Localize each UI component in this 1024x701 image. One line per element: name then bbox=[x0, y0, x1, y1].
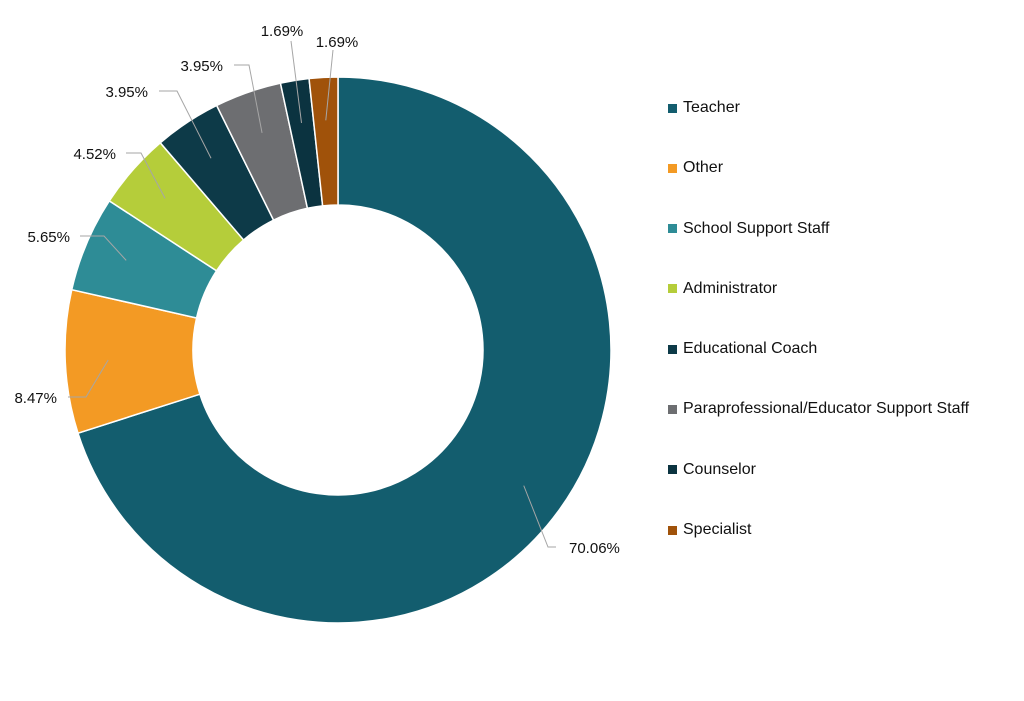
legend-label: Counselor bbox=[683, 460, 756, 478]
leader-line bbox=[290, 40, 303, 123]
legend-swatch bbox=[668, 344, 677, 354]
data-labels: 70.06% 8.47% 5.65% 4.52% 3.95% 3.95% 1.69% 1.69… bbox=[14, 23, 619, 557]
legend-swatch bbox=[668, 103, 677, 113]
donut-slices bbox=[64, 76, 612, 624]
leader-line bbox=[68, 359, 109, 398]
legend-swatch bbox=[668, 163, 677, 173]
legend-swatch bbox=[668, 525, 677, 535]
legend-label: Paraprofessional/Educator Support Staff bbox=[683, 400, 970, 418]
legend-swatch bbox=[668, 404, 677, 414]
leader-line bbox=[159, 90, 212, 159]
data-label: 1.69% bbox=[261, 23, 304, 40]
leader-line bbox=[234, 64, 263, 133]
legend-label: School Support Staff bbox=[683, 219, 830, 237]
data-label: 1.69% bbox=[316, 34, 359, 51]
slice-specialist bbox=[308, 76, 339, 207]
legend: Teacher Other School Support Staff Administ… bbox=[668, 97, 969, 579]
legend-label: Other bbox=[683, 159, 724, 177]
leader-line bbox=[126, 152, 166, 199]
leader-lines bbox=[68, 40, 556, 548]
data-label: 3.95% bbox=[180, 58, 223, 75]
legend-item: Teacher bbox=[668, 97, 969, 119]
legend-label: Administrator bbox=[683, 279, 778, 297]
data-label: 8.47% bbox=[14, 390, 57, 407]
data-label: 5.65% bbox=[27, 229, 70, 246]
leader-line bbox=[523, 485, 556, 548]
legend-item: Paraprofessional/Educator Support Staff bbox=[668, 398, 969, 420]
legend-item: Specialist bbox=[668, 519, 969, 541]
leader-line bbox=[325, 49, 334, 121]
legend-swatch bbox=[668, 224, 677, 234]
legend-swatch bbox=[668, 465, 677, 475]
legend-label: Teacher bbox=[683, 99, 740, 116]
legend-swatch bbox=[668, 284, 677, 294]
legend-label: Educational Coach bbox=[683, 340, 818, 358]
legend-item: Other bbox=[668, 157, 969, 179]
legend-item: Administrator bbox=[668, 278, 969, 300]
legend-item: Counselor bbox=[668, 459, 969, 481]
slice-teacher bbox=[77, 76, 612, 624]
data-label: 4.52% bbox=[73, 146, 116, 163]
legend-label: Specialist bbox=[683, 521, 752, 539]
data-label: 3.95% bbox=[105, 84, 148, 101]
leader-line bbox=[80, 235, 127, 261]
legend-item: Educational Coach bbox=[668, 338, 969, 360]
legend-item: School Support Staff bbox=[668, 218, 969, 240]
data-label: 70.06% bbox=[569, 540, 620, 557]
